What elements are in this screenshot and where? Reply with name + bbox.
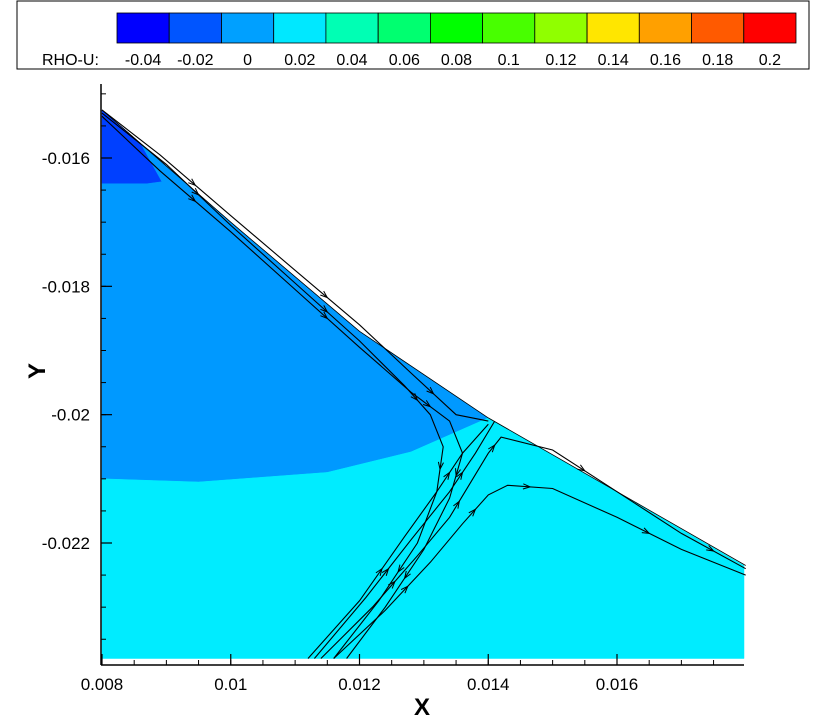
legend-swatch: [743, 12, 797, 44]
legend-swatch: [273, 12, 327, 44]
legend-level-label: 0.08: [441, 52, 472, 69]
legend-swatch: [221, 12, 275, 44]
legend-level-label: -0.04: [125, 52, 162, 69]
streamline-arrow: [468, 508, 477, 517]
streamline-arrow: [455, 468, 461, 477]
y-axis-title: Y: [24, 363, 51, 379]
legend-swatch: [168, 12, 222, 44]
legend-label: RHO-U:: [42, 52, 99, 69]
streamline-arrow: [522, 483, 532, 490]
legend-level-label: 0.1: [498, 52, 520, 69]
streamline-arrow: [320, 305, 329, 313]
streamline-arrow: [403, 570, 411, 580]
streamline-arrow: [641, 527, 651, 535]
legend: RHO-U: -0.04 -0.02 0 0.02 0.04 0.06 0.08 0.1 0.1…: [16, 0, 810, 70]
streamline-arrow: [443, 471, 451, 480]
x-tick-label: 0.014: [467, 675, 510, 694]
legend-level-label: 0.02: [284, 52, 315, 69]
streamline-arrow: [397, 564, 405, 574]
y-tick-label: -0.016: [42, 149, 90, 168]
x-tick-label: 0.01: [214, 675, 247, 694]
legend-level-label: 0.04: [336, 52, 367, 69]
streamlines: [101, 109, 746, 659]
legend-swatch: [429, 12, 483, 44]
streamline-arrow: [422, 400, 432, 408]
streamline-arrow: [400, 585, 409, 594]
legend-level-label: 0: [243, 52, 252, 69]
streamline-arrow: [375, 567, 383, 577]
streamline-4: [313, 420, 496, 659]
x-tick-label: 0.012: [338, 675, 381, 694]
streamline-arrow: [188, 178, 197, 187]
legend-swatch: [586, 12, 640, 44]
contour-regions: [101, 109, 745, 659]
streamline-arrow: [320, 311, 329, 320]
legend-level-label: 0.14: [598, 52, 629, 69]
legend-level-label: 0.12: [545, 52, 576, 69]
legend-swatch: [534, 12, 588, 44]
legend-swatch: [691, 12, 745, 44]
streamline-5: [320, 436, 746, 659]
streamline-arrow: [488, 443, 496, 453]
legend-swatch: [377, 12, 431, 44]
streamline-arrow: [426, 386, 435, 395]
streamline-3: [307, 423, 489, 659]
legend-swatch: [116, 12, 170, 44]
legend-levels: -0.04 -0.02 0 0.02 0.04 0.06 0.08 0.1 0.12 0.14 0.…: [125, 52, 781, 69]
x-axis: 0.008 0.01 0.012 0.014 0.016 X: [81, 654, 744, 721]
streamline-arrow: [188, 194, 197, 203]
y-tick-label: -0.022: [42, 534, 90, 553]
x-axis-title: X: [414, 694, 430, 721]
legend-swatch: [325, 12, 379, 44]
streamline-arrow: [381, 567, 390, 576]
legend-level-label: -0.02: [177, 52, 214, 69]
y-tick-label: -0.018: [42, 277, 90, 296]
legend-level-label: 0.2: [759, 52, 781, 69]
streamline-arrow: [320, 290, 329, 299]
x-tick-label: 0.016: [596, 675, 639, 694]
streamline-arrow: [437, 461, 444, 471]
legend-swatches: [116, 12, 797, 44]
y-ticks: -0.016 -0.018 -0.02 -0.022: [42, 93, 112, 640]
legend-level-label: 0.18: [702, 52, 733, 69]
streamline-arrow: [456, 471, 464, 480]
streamline-arrow: [388, 580, 396, 589]
legend-level-label: 0.06: [389, 52, 420, 69]
streamline-arrow: [706, 545, 715, 552]
legend-swatch: [482, 12, 536, 44]
legend-swatch: [638, 12, 692, 44]
y-axis: -0.016 -0.018 -0.02 -0.022 Y: [24, 84, 112, 665]
x-ticks: 0.008 0.01 0.012 0.014 0.016: [81, 654, 715, 694]
y-tick-label: -0.02: [51, 406, 90, 425]
streamline-arrow: [577, 464, 586, 472]
legend-level-label: 0.16: [650, 52, 681, 69]
x-tick-label: 0.008: [81, 675, 124, 694]
streamline-arrow: [453, 500, 461, 509]
streamline-arrow: [191, 187, 200, 196]
plot-area: [101, 109, 746, 659]
